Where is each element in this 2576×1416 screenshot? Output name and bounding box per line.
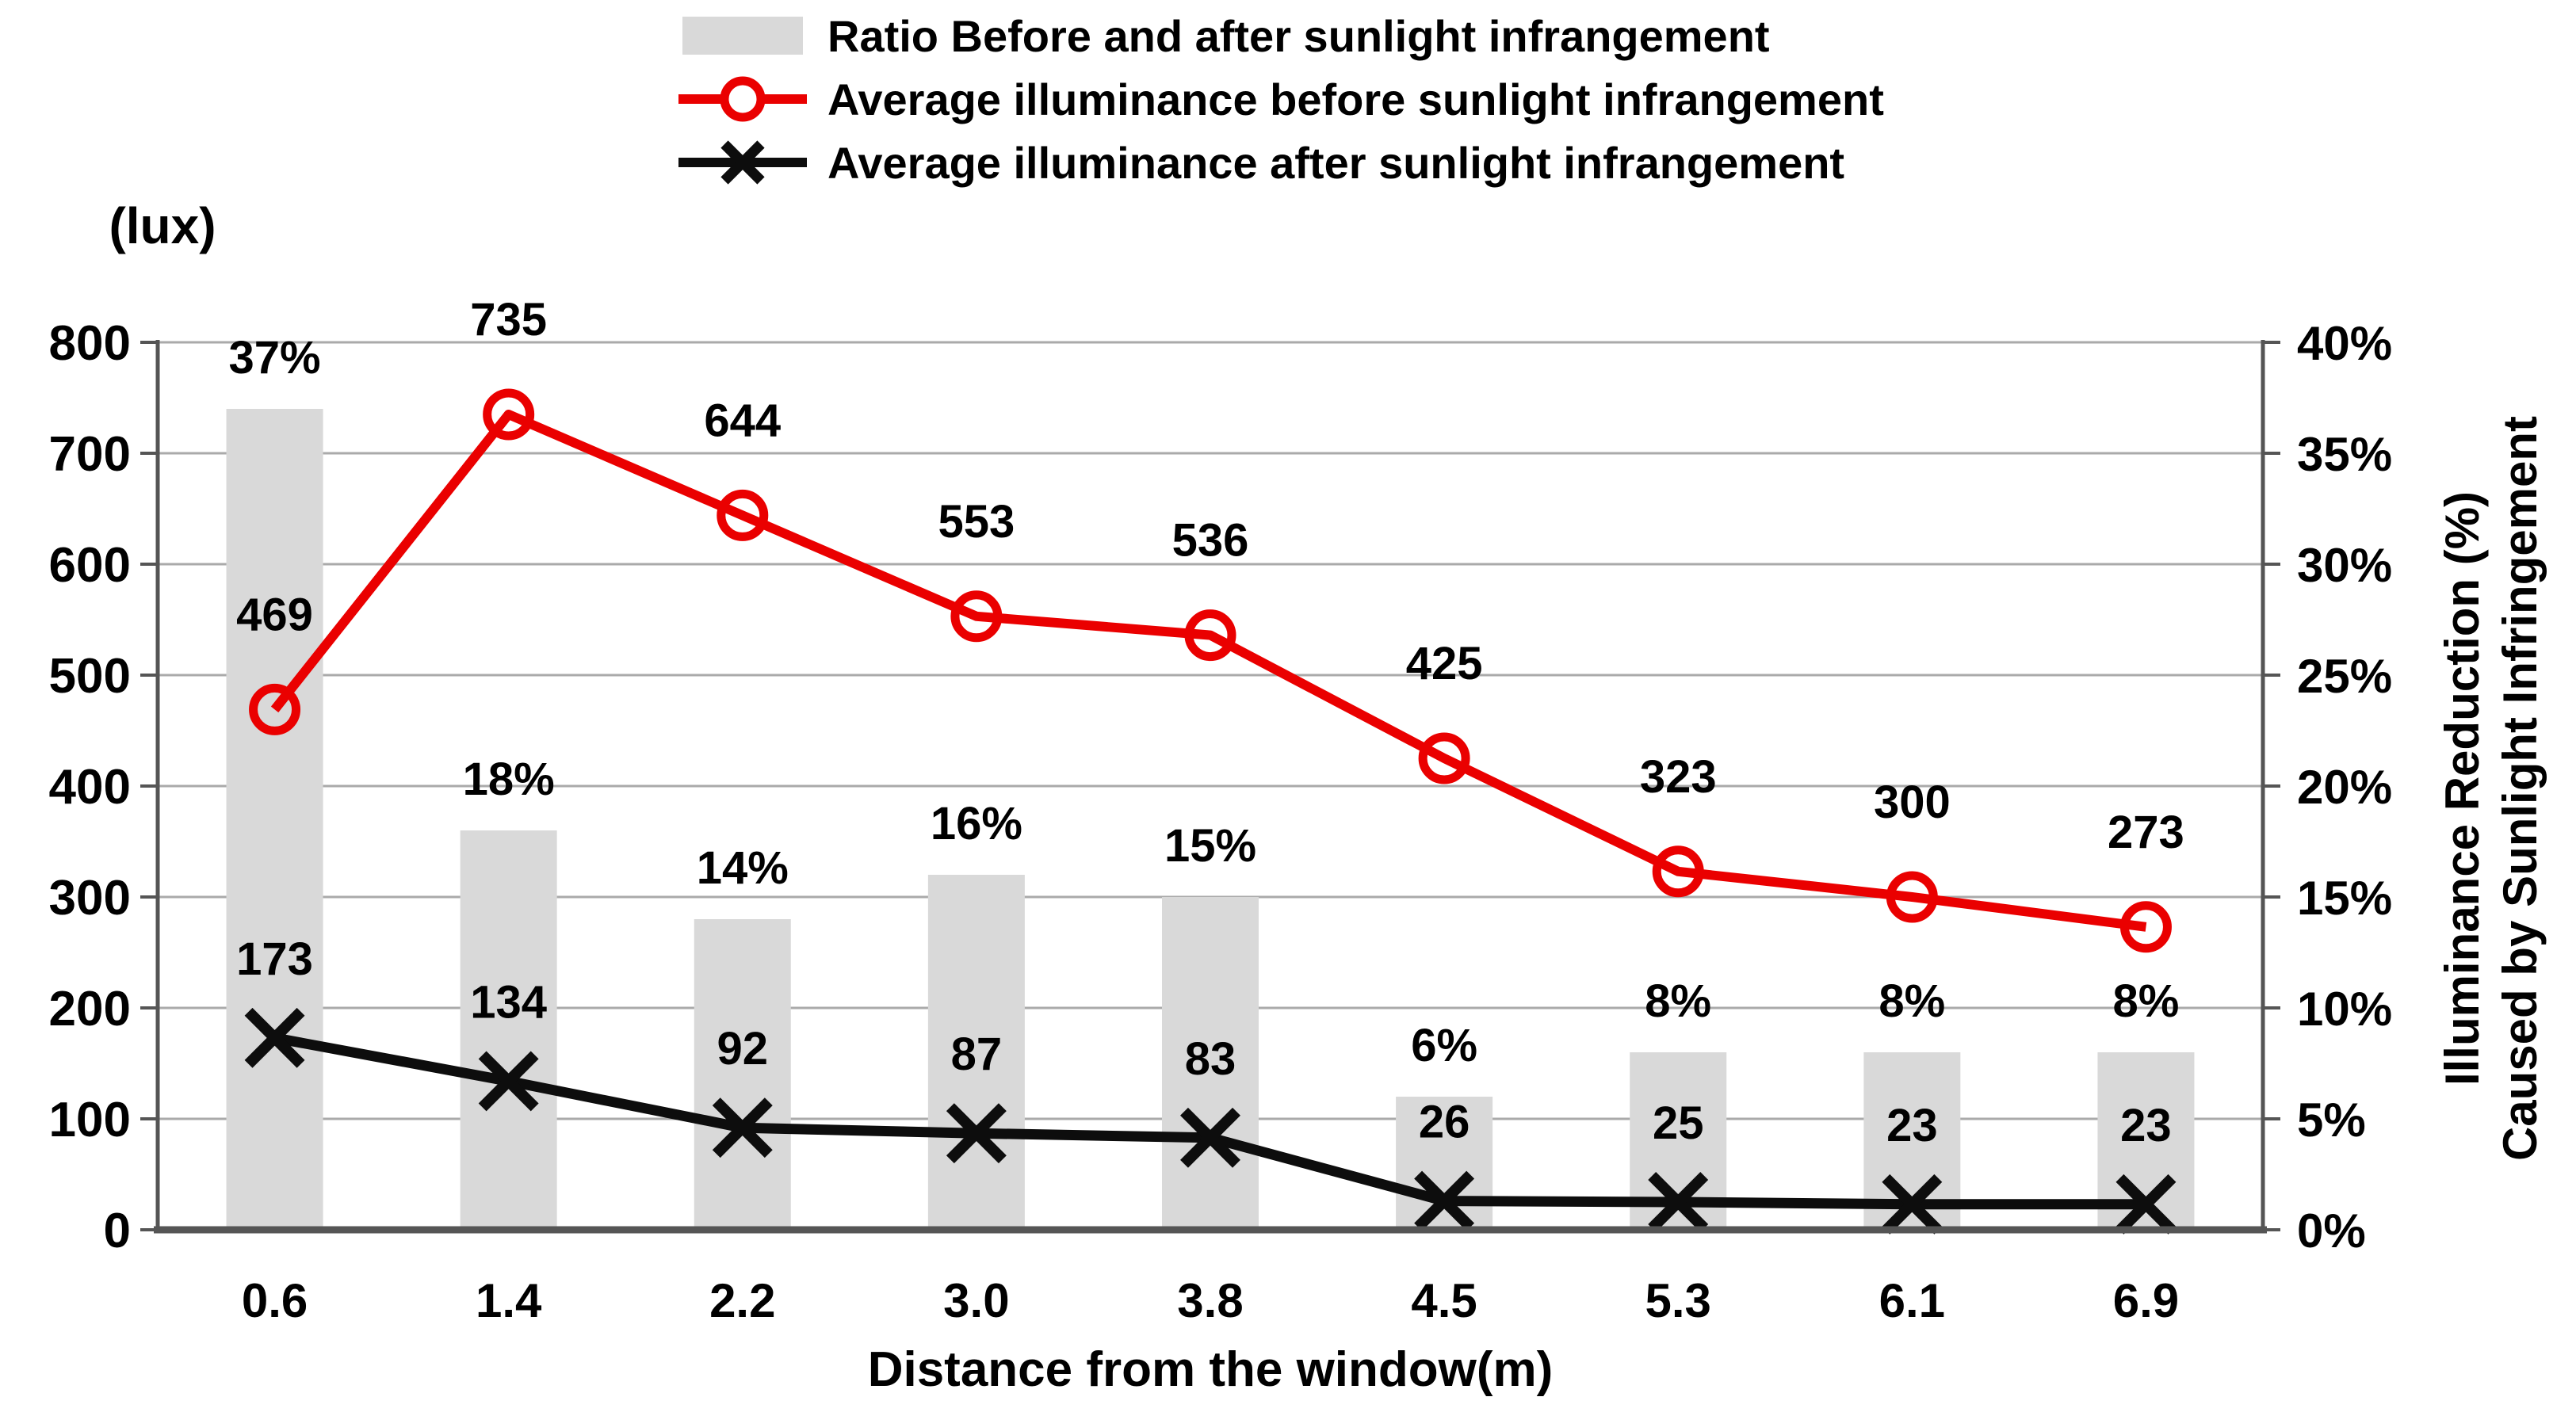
legend-item-before: Average illuminance before sunlight infr… (675, 71, 1884, 127)
x-marker (1882, 1174, 1943, 1235)
left-tick-label: 600 (49, 538, 131, 593)
bar-series-swatch (675, 17, 810, 55)
circle-marker (717, 489, 769, 541)
before-data-label: 469 (236, 589, 313, 640)
before-data-label: 735 (470, 294, 547, 345)
circle-marker (950, 590, 1003, 643)
right-tick-label: 30% (2297, 539, 2392, 592)
bar (1162, 897, 1259, 1230)
x-tick-label: 6.9 (2113, 1274, 2179, 1327)
right-axis-title-line2: Caused by Sunlight Infringement (2494, 415, 2547, 1162)
left-tick-label: 100 (49, 1093, 131, 1147)
bar-data-label: 8% (1878, 975, 1945, 1027)
after-data-label: 23 (2120, 1100, 2172, 1151)
right-tick-label: 5% (2297, 1093, 2366, 1147)
red-line-swatch (675, 74, 810, 124)
x-marker (1648, 1172, 1709, 1232)
bar-data-label: 15% (1164, 820, 1256, 872)
legend-item-after: Average illuminance after sunlight infra… (675, 135, 1884, 190)
bar (226, 409, 323, 1230)
bar (694, 919, 791, 1230)
bar-data-label: 18% (463, 754, 555, 805)
x-tick-label: 0.6 (242, 1274, 308, 1327)
right-tick-label: 15% (2297, 872, 2392, 925)
x-marker (946, 1103, 1007, 1164)
right-tick-label: 25% (2297, 650, 2392, 703)
legend-label-before: Average illuminance before sunlight infr… (827, 74, 1884, 124)
bar-data-label: 16% (931, 798, 1022, 849)
bar-data-label: 8% (2113, 975, 2180, 1027)
circle-marker (483, 388, 535, 441)
right-axis-title-line1: Illuminance Reduction (%) (2436, 490, 2489, 1086)
line-before (270, 410, 2147, 932)
circle-marker (249, 683, 301, 735)
x-tick-label: 4.5 (1411, 1274, 1477, 1327)
right-tick-label: 20% (2297, 761, 2392, 814)
black-line-x-marker-icon (678, 140, 807, 185)
x-marker (712, 1097, 773, 1158)
x-tick-label: 1.4 (476, 1274, 542, 1327)
red-line-circle-marker-icon (678, 76, 807, 122)
left-axis-title: (lux) (109, 197, 216, 254)
black-line-swatch (675, 137, 810, 188)
bar-data-label: 6% (1411, 1020, 1477, 1071)
x-axis-title: Distance from the window(m) (867, 1342, 1554, 1397)
right-tick-label: 0% (2297, 1204, 2366, 1258)
legend-label-after: Average illuminance after sunlight infra… (827, 137, 1845, 188)
x-marker (244, 1007, 305, 1068)
left-tick-label: 700 (49, 427, 131, 482)
left-tick-label: 500 (49, 649, 131, 704)
x-marker (1414, 1170, 1475, 1231)
circle-marker (1184, 609, 1236, 662)
after-data-label: 173 (236, 933, 313, 985)
after-data-label: 134 (470, 976, 547, 1028)
right-tick-label: 35% (2297, 428, 2392, 481)
x-tick-label: 3.8 (1177, 1274, 1243, 1327)
left-tick-label: 0 (104, 1204, 131, 1258)
x-tick-label: 3.0 (943, 1274, 1009, 1327)
left-tick-label: 300 (49, 871, 131, 926)
chart-legend: Ratio Before and after sunlight infrange… (675, 8, 1884, 198)
x-tick-label: 5.3 (1645, 1274, 1711, 1327)
circle-marker (1652, 845, 1704, 898)
after-data-label: 23 (1886, 1100, 1938, 1151)
circle-marker (1886, 871, 1938, 923)
right-tick-label: 10% (2297, 983, 2392, 1036)
x-tick-label: 2.2 (709, 1274, 775, 1327)
bar (927, 875, 1025, 1230)
before-data-label: 644 (704, 395, 781, 446)
gray-bar-swatch-icon (682, 17, 803, 55)
before-data-label: 553 (938, 496, 1015, 548)
x-marker (1180, 1107, 1240, 1168)
legend-label-ratio: Ratio Before and after sunlight infrange… (827, 10, 1770, 61)
left-tick-label: 400 (49, 760, 131, 815)
after-data-label: 87 (951, 1029, 1003, 1080)
circle-marker (1418, 732, 1470, 784)
circle-marker (2119, 901, 2172, 953)
before-data-label: 425 (1406, 638, 1483, 689)
before-data-label: 536 (1172, 515, 1249, 567)
legend-item-ratio: Ratio Before and after sunlight infrange… (675, 8, 1884, 63)
after-data-label: 25 (1653, 1097, 1704, 1149)
after-data-label: 26 (1419, 1097, 1470, 1148)
x-marker (2115, 1174, 2177, 1235)
after-data-label: 92 (717, 1023, 769, 1074)
left-tick-label: 200 (49, 982, 131, 1036)
bar-data-label: 37% (229, 332, 321, 384)
bar (460, 830, 557, 1230)
bar-data-label: 14% (697, 842, 789, 894)
right-tick-label: 40% (2297, 317, 2392, 370)
before-data-label: 273 (2108, 807, 2184, 858)
bar-data-label: 8% (1645, 975, 1711, 1027)
right-axis-title: Illuminance Reduction (%) Caused by Sunl… (2433, 202, 2560, 1375)
left-tick-label: 800 (49, 316, 131, 371)
after-data-label: 83 (1185, 1033, 1236, 1085)
x-marker (478, 1051, 539, 1112)
x-tick-label: 6.1 (1879, 1274, 1945, 1327)
before-data-label: 300 (1874, 777, 1951, 828)
before-data-label: 323 (1640, 751, 1717, 803)
